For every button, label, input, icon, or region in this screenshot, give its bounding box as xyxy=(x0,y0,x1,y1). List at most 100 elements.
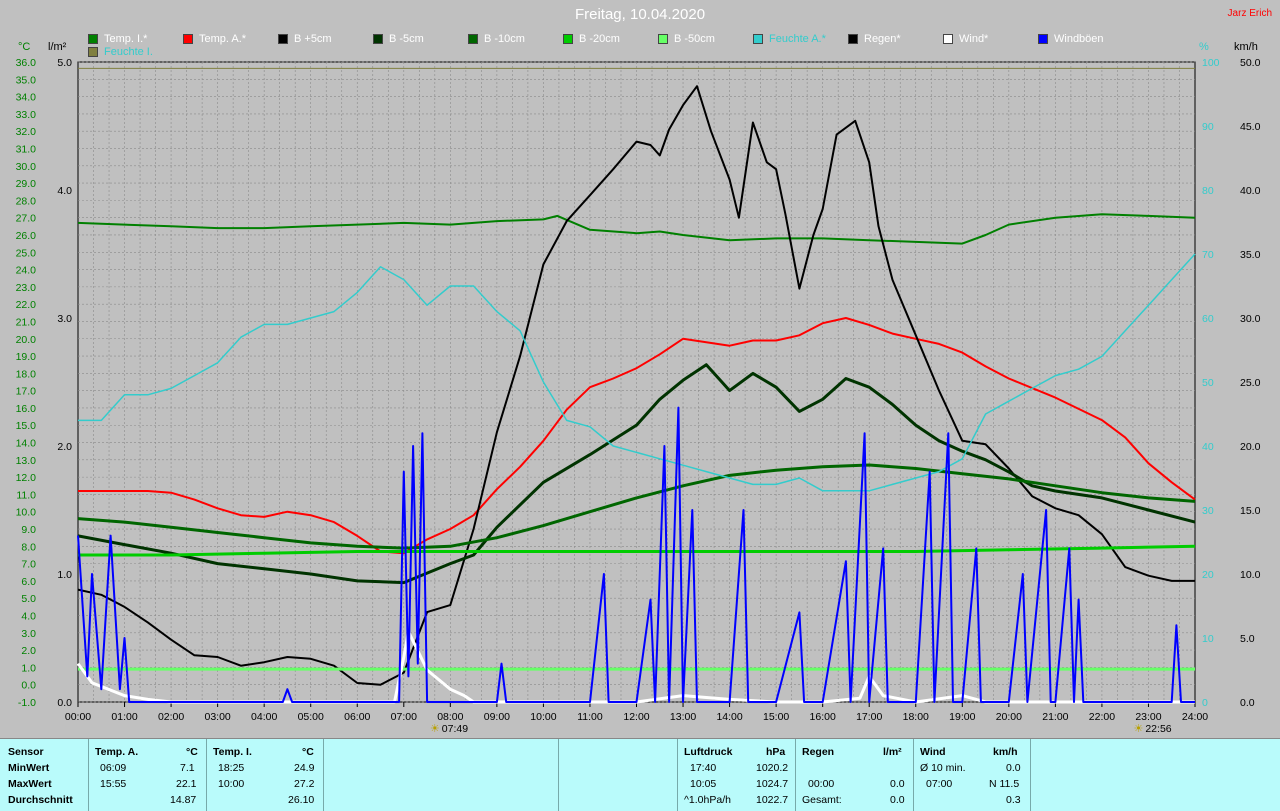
temp-tick-label: 14.0 xyxy=(16,438,37,450)
x-tick-label: 05:00 xyxy=(298,711,324,723)
temp-tick-label: 28.0 xyxy=(16,195,37,207)
pressure-max: 1024.7 xyxy=(756,778,789,790)
temp-a-unit: °C xyxy=(186,746,198,758)
legend-label: B -50cm xyxy=(674,33,715,45)
x-tick-label: 15:00 xyxy=(763,711,789,723)
rain-time: 00:00 xyxy=(808,778,835,790)
legend-swatch xyxy=(658,34,668,44)
rain-tick-label: 1.0 xyxy=(57,569,72,581)
wind-mean: 0.3 xyxy=(1006,794,1021,806)
rain-tick-label: 5.0 xyxy=(57,57,72,69)
series-line xyxy=(77,463,1196,550)
legend-label: B -10cm xyxy=(484,33,525,45)
temp-tick-label: 19.0 xyxy=(16,351,37,363)
temp-a-avg: 14.87 xyxy=(170,794,197,806)
sunrise-marker-label: 07:49 xyxy=(442,723,468,735)
temp-tick-label: 29.0 xyxy=(16,178,37,190)
temp-tick-label: 3.0 xyxy=(21,628,36,640)
sensor-header: Sensor xyxy=(8,746,44,758)
x-tick-label: 23:00 xyxy=(1135,711,1161,723)
series-line xyxy=(78,544,1196,557)
temp-a-min-time: 06:09 xyxy=(100,762,127,774)
legend-item: Temp. A.* xyxy=(183,33,246,45)
legend-swatch xyxy=(88,34,98,44)
wind-max: N 11.5 xyxy=(989,778,1020,790)
series-line xyxy=(77,406,1195,703)
temp-a-min: 7.1 xyxy=(180,762,195,774)
legend-swatch xyxy=(373,34,383,44)
temp-i-min-time: 18:25 xyxy=(218,762,245,774)
humidity-tick-label: 10 xyxy=(1202,633,1214,645)
temp-a-max-time: 15:55 xyxy=(100,778,127,790)
sunset-marker-icon: ☀ xyxy=(1133,723,1143,735)
x-tick-label: 16:00 xyxy=(810,711,836,723)
temp-tick-label: 20.0 xyxy=(16,334,37,346)
temp-tick-label: 10.0 xyxy=(16,507,37,519)
temp-tick-label: 1.0 xyxy=(21,662,36,674)
x-tick-label: 20:00 xyxy=(996,711,1022,723)
wind-tick-label: 40.0 xyxy=(1240,185,1261,197)
legend-item: B +5cm xyxy=(278,33,332,45)
temp-tick-label: 11.0 xyxy=(16,489,36,501)
temp-tick-label: 34.0 xyxy=(16,92,37,104)
temp-tick-label: 36.0 xyxy=(16,57,37,69)
x-tick-label: 08:00 xyxy=(437,711,463,723)
humidity-tick-label: 30 xyxy=(1202,505,1214,517)
rain-tick-label: 4.0 xyxy=(57,185,72,197)
temp-i-max-time: 10:00 xyxy=(218,778,245,790)
series-line xyxy=(78,317,1196,555)
temp-tick-label: 32.0 xyxy=(16,126,37,138)
pressure-max-time: 10:05 xyxy=(690,778,717,790)
pressure-trend-label: ^1.0hPa/h xyxy=(684,794,731,806)
x-tick-label: 01:00 xyxy=(111,711,137,723)
humidity-tick-label: 70 xyxy=(1202,249,1214,261)
wind-tick-label: 50.0 xyxy=(1240,57,1261,69)
wind-tick-label: 45.0 xyxy=(1240,121,1261,133)
legend-label: Feuchte I. xyxy=(104,46,153,58)
x-tick-label: 22:00 xyxy=(1089,711,1115,723)
author-label: Jarz Erich xyxy=(1227,8,1272,19)
temp-tick-label: 27.0 xyxy=(16,213,37,225)
legend-item: Feuchte I. xyxy=(88,46,153,58)
x-tick-label: 06:00 xyxy=(344,711,370,723)
temp-tick-label: 15.0 xyxy=(16,420,37,432)
x-tick-label: 09:00 xyxy=(484,711,510,723)
wind-header: Wind xyxy=(920,746,946,758)
legend-item: B -50cm xyxy=(658,33,715,45)
chart-title: Freitag, 10.04.2020 xyxy=(574,6,706,23)
legend-swatch xyxy=(468,34,478,44)
pressure-min: 1020.2 xyxy=(756,762,789,774)
legend-label: B +5cm xyxy=(294,33,332,45)
temp-tick-label: 6.0 xyxy=(21,576,36,588)
x-tick-label: 21:00 xyxy=(1042,711,1068,723)
x-tick-label: 07:00 xyxy=(391,711,417,723)
temp-tick-label: 4.0 xyxy=(21,611,36,623)
temp-tick-label: 18.0 xyxy=(16,368,37,380)
x-tick-label: 00:00 xyxy=(65,711,91,723)
rain-unit: l/m² xyxy=(883,746,902,758)
legend-label: Regen* xyxy=(864,33,901,45)
legend-item: Feuchte A.* xyxy=(753,33,826,45)
legend-swatch xyxy=(848,34,858,44)
wind-tick-label: 0.0 xyxy=(1240,697,1255,709)
temp-a-max: 22.1 xyxy=(176,778,197,790)
wind-max-time: 07:00 xyxy=(926,778,953,790)
temp-a-header: Temp. A. xyxy=(95,746,139,758)
temp-tick-label: 21.0 xyxy=(16,316,37,328)
wind-avg-label: Ø 10 min. xyxy=(920,762,966,774)
pressure-header: Luftdruck xyxy=(684,746,733,758)
legend-label: Feuchte A.* xyxy=(769,33,826,45)
temp-tick-label: 35.0 xyxy=(16,74,37,86)
legend-item: Wind* xyxy=(943,33,988,45)
humidity-tick-label: 50 xyxy=(1202,377,1214,389)
x-tick-label: 11:00 xyxy=(577,711,603,723)
rain-max: 0.0 xyxy=(890,778,905,790)
wind-tick-label: 20.0 xyxy=(1240,441,1261,453)
legend-swatch xyxy=(943,34,953,44)
statistics-panel: Sensor MinWert MaxWert Durchschnitt Temp… xyxy=(0,738,1280,811)
legend-swatch xyxy=(563,34,573,44)
x-tick-label: 02:00 xyxy=(158,711,184,723)
legend-label: B -20cm xyxy=(579,33,620,45)
humidity-tick-label: 80 xyxy=(1202,185,1214,197)
x-tick-label: 10:00 xyxy=(530,711,556,723)
